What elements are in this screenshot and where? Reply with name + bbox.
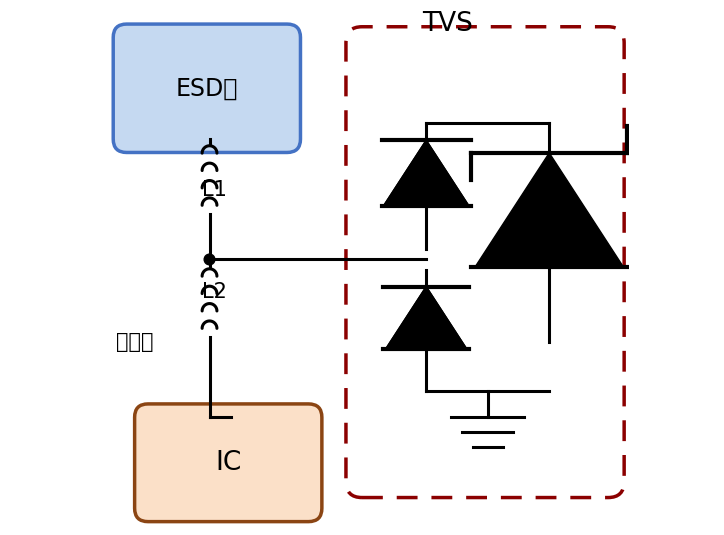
Polygon shape — [475, 153, 623, 267]
Polygon shape — [384, 140, 468, 205]
Text: 保护线: 保护线 — [116, 332, 153, 353]
Text: TVS: TVS — [422, 11, 473, 37]
FancyBboxPatch shape — [113, 24, 300, 152]
Text: IC: IC — [215, 450, 241, 476]
Text: L2: L2 — [203, 281, 227, 302]
FancyBboxPatch shape — [135, 404, 322, 522]
Text: L1: L1 — [203, 180, 227, 200]
Circle shape — [204, 254, 215, 265]
Polygon shape — [385, 287, 467, 349]
Text: ESD源: ESD源 — [176, 77, 238, 100]
